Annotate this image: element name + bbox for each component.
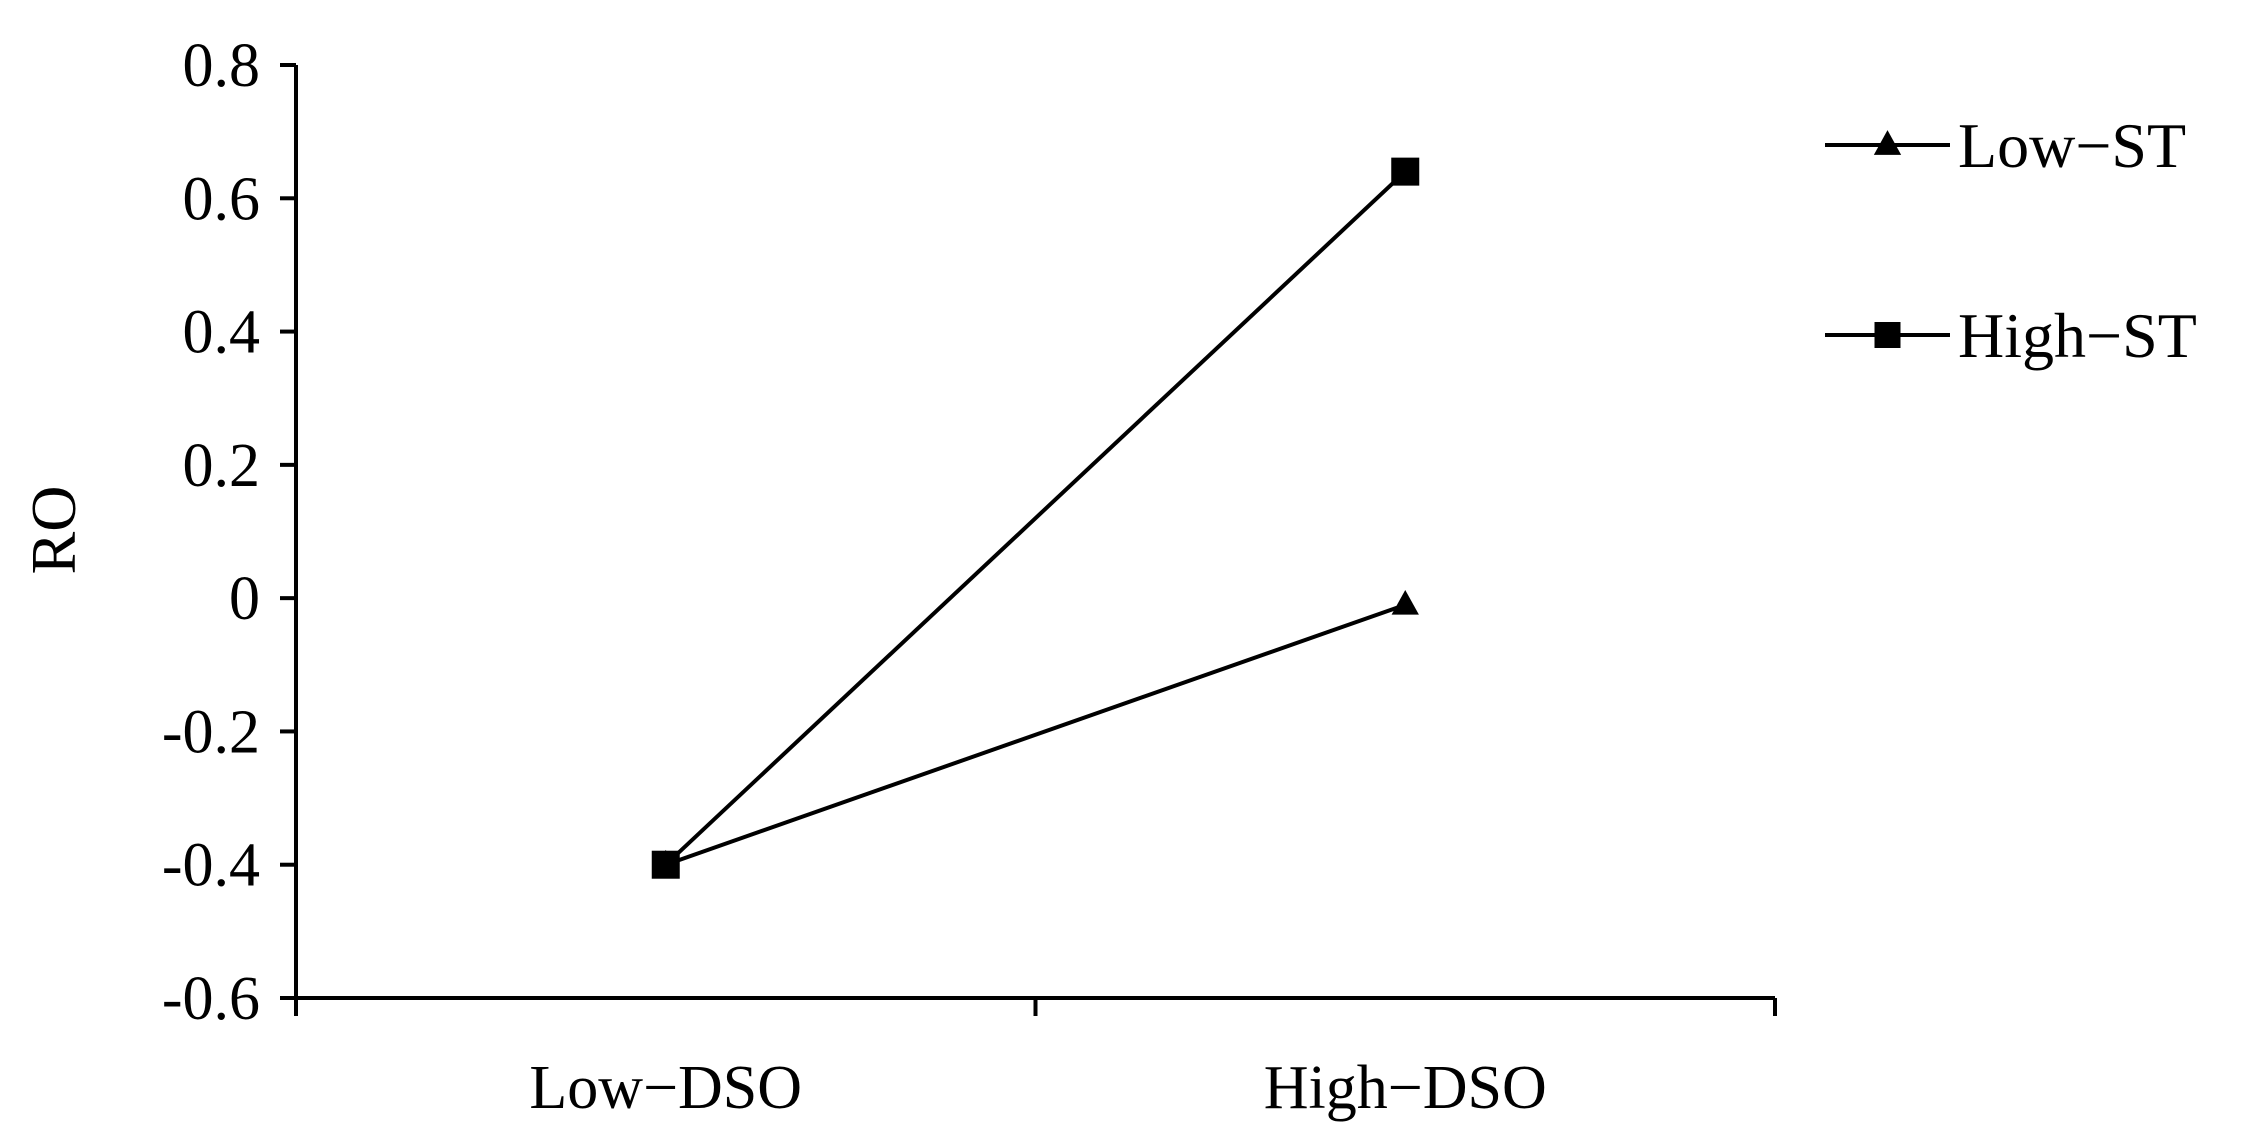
legend: Low−ST High−ST	[1825, 110, 2197, 371]
y-tick-label: 0.8	[183, 32, 261, 100]
series-line	[664, 170, 1407, 867]
legend-label: Low−ST	[1958, 110, 2186, 181]
x-tick-label: Low−DSO	[529, 1054, 802, 1122]
data-point-triangle	[1391, 589, 1419, 615]
y-tick-label: 0.2	[183, 432, 261, 500]
y-tick-label: -0.6	[162, 965, 260, 1033]
y-axis-title: RO	[18, 486, 89, 575]
legend-label: High−ST	[1958, 300, 2197, 371]
legend-marker-triangle	[1873, 130, 1902, 155]
y-tick-label: -0.2	[162, 698, 260, 766]
y-tick-label: 0.6	[183, 165, 261, 233]
series-line	[665, 602, 1406, 867]
y-tick-label: 0	[229, 565, 260, 633]
axes	[280, 63, 1777, 1016]
data-point-square	[651, 850, 680, 879]
legend-marker-square	[1874, 322, 1901, 348]
tick-labels: 0.8 0.6 0.4 0.2 0 -0.2 -0.4 -0.6 Low−DSO High−DSO	[162, 32, 1547, 1122]
series-layer	[651, 157, 1420, 879]
x-tick-label: High−DSO	[1264, 1054, 1547, 1122]
y-tick-label: 0.4	[183, 299, 261, 367]
data-point-square	[1391, 157, 1420, 186]
y-tick-label: -0.4	[162, 832, 260, 900]
